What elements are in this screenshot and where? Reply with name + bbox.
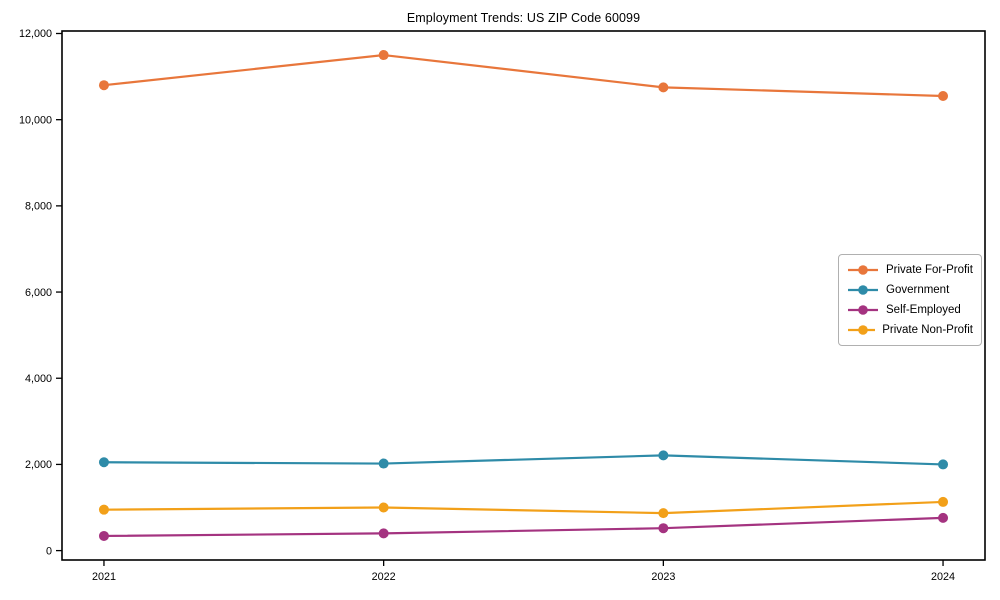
legend-item-self-employed: Self-Employed	[847, 300, 973, 320]
data-point-self-employed-2023	[658, 523, 669, 534]
x-tick-label-2024: 2024	[931, 571, 955, 583]
y-tick-label-4-000: 4,000	[25, 373, 52, 385]
legend-item-private-for-profit: Private For-Profit	[847, 260, 973, 280]
legend-marker-private-non-profit	[848, 325, 876, 335]
legend-label-government: Government	[886, 284, 950, 296]
data-point-private-for-profit-2022	[378, 50, 389, 61]
series-line-private-for-profit	[102, 53, 945, 98]
data-point-private-non-profit-2021	[98, 504, 109, 515]
x-tick-label-2022: 2022	[372, 571, 396, 583]
data-point-self-employed-2024	[938, 512, 949, 523]
x-tick-label-2023: 2023	[651, 571, 675, 583]
legend-marker-self-employed	[848, 305, 878, 315]
legend-label-self-employed: Self-Employed	[886, 304, 961, 316]
y-tick-label-0: 0	[46, 545, 52, 557]
data-point-self-employed-2021	[98, 530, 109, 541]
chart-title: Employment Trends: US ZIP Code 60099	[406, 11, 641, 25]
legend-marker-government	[848, 285, 878, 295]
data-point-private-for-profit-2023	[658, 82, 669, 93]
data-point-private-for-profit-2021	[98, 80, 109, 91]
legend-box: Private For-Profit Government Self-Employe…	[838, 254, 982, 346]
data-point-private-for-profit-2024	[938, 90, 949, 101]
y-tick-label-12-000: 12,000	[19, 28, 52, 40]
legend-item-private-non-profit: Private Non-Profit	[847, 320, 973, 340]
legend-marker-private-for-profit	[848, 265, 878, 275]
y-tick-label-2-000: 2,000	[25, 459, 52, 471]
series-line-government	[102, 454, 945, 466]
data-point-private-non-profit-2024	[938, 496, 949, 507]
legend-item-government: Government	[847, 280, 973, 300]
data-point-government-2023	[658, 450, 669, 461]
x-tick-label-2021: 2021	[92, 571, 116, 583]
axes-spines	[61, 30, 986, 561]
data-point-government-2024	[938, 459, 949, 470]
data-point-private-non-profit-2023	[658, 508, 669, 519]
legend-label-private-non-profit: Private Non-Profit	[882, 324, 973, 336]
legend-label-private-for-profit: Private For-Profit	[886, 264, 973, 276]
data-point-private-non-profit-2022	[378, 502, 389, 513]
y-tick-label-10-000: 10,000	[19, 114, 52, 126]
y-tick-label-6-000: 6,000	[25, 287, 52, 299]
series-line-self-employed	[102, 516, 945, 538]
data-point-government-2022	[378, 458, 389, 469]
y-tick-label-8-000: 8,000	[25, 201, 52, 213]
data-point-self-employed-2022	[378, 528, 389, 539]
series-line-private-non-profit	[102, 500, 945, 515]
data-point-government-2021	[98, 457, 109, 468]
